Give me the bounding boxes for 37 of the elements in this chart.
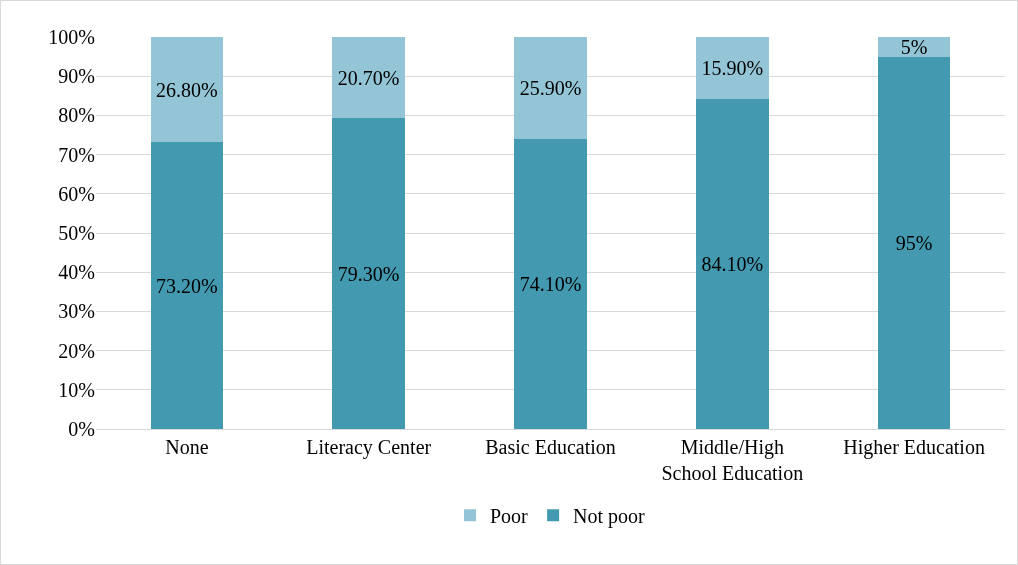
x-tick-label: Middle/High School Education	[661, 436, 804, 484]
data-label: 74.10%	[519, 272, 582, 295]
y-tick-label: 100%	[48, 26, 95, 48]
x-tick-label: None	[165, 436, 209, 458]
bar	[332, 37, 406, 119]
data-label: 25.90%	[519, 76, 582, 99]
bar	[150, 37, 224, 143]
y-tick-label: 30%	[58, 300, 95, 323]
data-label: 84.10%	[701, 253, 764, 276]
data-label: 79.30%	[337, 262, 400, 285]
bar	[877, 56, 951, 429]
y-tick-label: 60%	[58, 182, 95, 205]
y-tick-label: 10%	[58, 378, 95, 401]
y-tick-label: 20%	[58, 339, 95, 362]
x-tick-label: Basic Education	[485, 436, 616, 458]
x-tick-label: Higher Education	[843, 436, 985, 459]
bar	[514, 37, 587, 139]
data-label: 95%	[895, 231, 933, 254]
data-label: 20.70%	[337, 66, 400, 89]
y-tick-label: 90%	[58, 65, 95, 88]
data-label: 26.80%	[156, 78, 218, 101]
y-tick-label: 70%	[58, 143, 95, 166]
y-tick-label: 50%	[58, 222, 95, 244]
bar	[514, 138, 587, 429]
x-tick-label: Literacy Center	[306, 436, 432, 459]
y-tick-label: 0%	[68, 418, 95, 440]
legend-label: Not poor	[573, 504, 646, 528]
bar	[695, 37, 769, 100]
data-label: 5%	[900, 35, 928, 58]
data-label: 15.90%	[701, 57, 764, 80]
y-tick-label: 40%	[58, 261, 95, 284]
data-label: 73.20%	[156, 274, 218, 297]
legend-label: Poor	[490, 504, 529, 527]
bar	[695, 99, 769, 429]
y-tick-label: 80%	[58, 104, 95, 127]
bar	[150, 142, 224, 429]
bar	[332, 118, 406, 429]
